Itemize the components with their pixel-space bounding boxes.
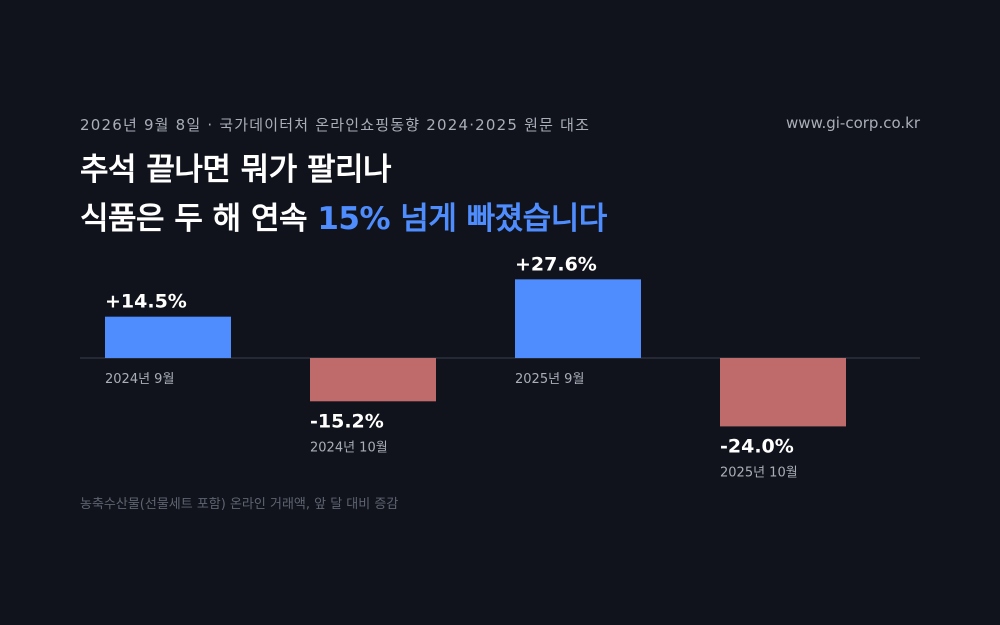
meta-line: 2026년 9월 8일 · 국가데이터처 온라인쇼핑동향 2024·2025 원…	[80, 116, 591, 134]
bar-2	[310, 358, 436, 402]
bar-4	[720, 358, 846, 427]
category-label-1: 2024년 9월	[105, 372, 174, 387]
category-label-2: 2024년 10월	[310, 440, 388, 455]
site-url: www.gi-corp.co.kr	[786, 114, 920, 132]
category-label-4: 2025년 10월	[720, 465, 798, 480]
headline-line-2-prefix: 식품은 두 해 연속	[80, 201, 318, 237]
category-label-3: 2025년 9월	[515, 372, 584, 387]
bar-1	[105, 316, 231, 358]
bar-3	[515, 279, 641, 358]
footnote: 농축수산물(선물세트 포함) 온라인 거래액, 앞 달 대비 증감	[80, 497, 399, 512]
value-label-3: +27.6%	[515, 253, 597, 275]
headline: 추석 끝나면 뭐가 팔리나 식품은 두 해 연속 15% 넘게 빠졌습니다	[80, 146, 607, 244]
headline-line-1: 추석 끝나면 뭐가 팔리나	[80, 152, 392, 188]
headline-line-2: 식품은 두 해 연속 15% 넘게 빠졌습니다	[80, 195, 607, 244]
value-label-4: -24.0%	[720, 435, 794, 457]
headline-accent: 15% 넘게 빠졌습니다	[317, 201, 607, 237]
value-label-1: +14.5%	[105, 291, 187, 313]
value-label-2: -15.2%	[310, 410, 384, 432]
